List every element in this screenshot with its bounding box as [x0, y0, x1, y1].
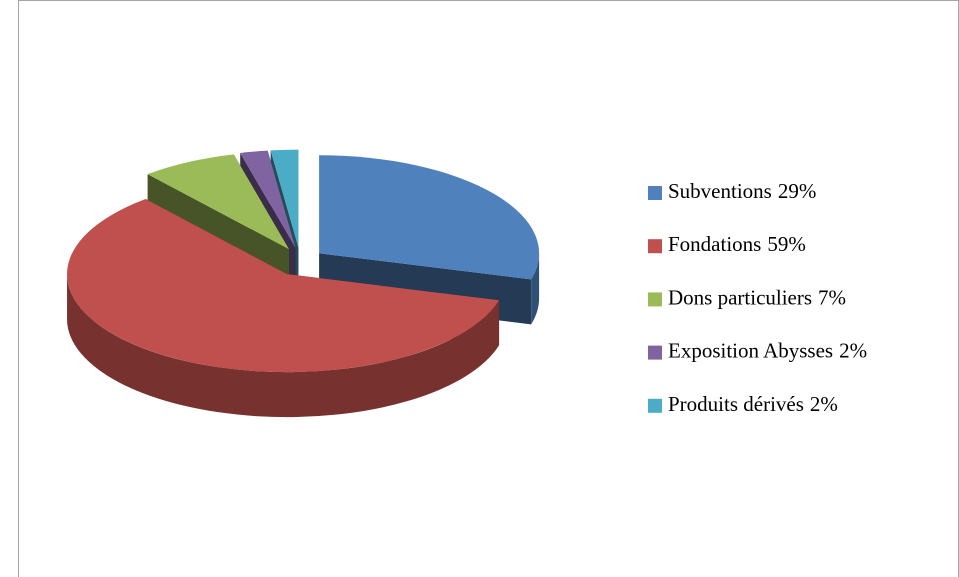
legend-label: Dons particuliers 7%: [668, 285, 846, 309]
legend-swatch: [648, 239, 662, 254]
legend-value: 2%: [839, 338, 867, 362]
legend-value: 7%: [818, 285, 846, 309]
legend-name: Produits dérivés: [668, 392, 804, 416]
legend-label: Produits dérivés 2%: [668, 392, 838, 416]
slice-side: [531, 253, 540, 325]
pie: [67, 149, 540, 418]
legend-swatch: [648, 186, 662, 200]
legend-value: 29%: [778, 179, 817, 203]
legend-swatch: [648, 292, 662, 307]
slice-top: [67, 199, 500, 373]
legend-name: Dons particuliers: [668, 285, 812, 309]
legend: Subventions 29% Fondations 59% Dons particul…: [648, 179, 867, 416]
legend-label: Exposition Abysses 2%: [668, 338, 867, 362]
legend-label: Subventions 29%: [668, 179, 816, 203]
legend-name: Fondations: [668, 232, 761, 256]
legend-swatch: [648, 345, 662, 360]
slice-top: [240, 150, 296, 248]
slice-top: [147, 154, 290, 250]
slice: [67, 199, 500, 418]
slice-top: [319, 155, 540, 280]
slice-top: [270, 149, 299, 248]
legend-name: Exposition Abysses: [668, 338, 833, 362]
legend-value: 59%: [767, 232, 806, 256]
legend-label: Fondations 59%: [668, 232, 806, 256]
slice-side: [67, 274, 500, 418]
legend-value: 2%: [810, 392, 838, 416]
legend-name: Subventions: [668, 179, 772, 203]
legend-swatch: [648, 398, 662, 413]
